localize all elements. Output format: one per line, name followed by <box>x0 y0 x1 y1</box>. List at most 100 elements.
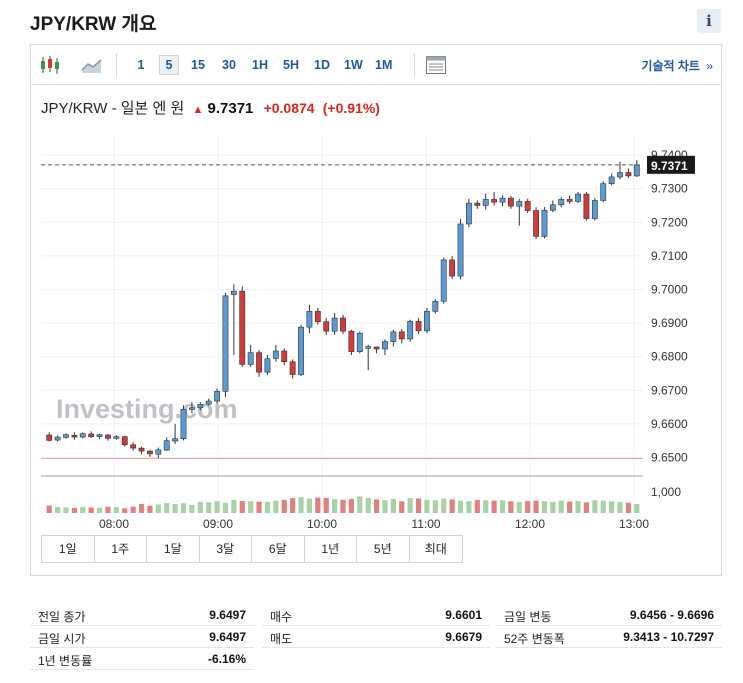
volume-bar <box>508 501 514 513</box>
volume-bar <box>441 498 447 513</box>
candle-body <box>138 447 145 452</box>
stat-value: 9.6456 - 9.6696 <box>629 608 714 622</box>
candle-body <box>298 326 304 375</box>
interval-1h[interactable]: 1H <box>252 58 268 72</box>
range-1w[interactable]: 1주 <box>94 536 147 562</box>
stat-label: 금일 시가 <box>38 632 86 646</box>
candle-body <box>188 407 195 410</box>
volume-bar <box>189 504 195 513</box>
last-price-tag-label: 9.7371 <box>651 159 688 173</box>
interval-1d[interactable]: 1D <box>314 58 330 72</box>
candle-body <box>147 450 153 455</box>
volume-bar <box>583 502 590 513</box>
candle-body <box>524 201 531 211</box>
stat-value: 9.6497 <box>209 630 246 644</box>
candle-body <box>633 164 640 177</box>
candle-body <box>466 202 472 225</box>
volume-bar <box>558 500 564 513</box>
range-1mo[interactable]: 1달 <box>147 536 200 562</box>
price-chart[interactable]: Investing.com9.74009.73009.72009.71009.7… <box>31 125 721 529</box>
volume-bar <box>373 499 380 513</box>
x-tick-label: 12:00 <box>515 517 545 529</box>
candle-body <box>617 172 623 178</box>
candle-body <box>482 199 489 206</box>
candle-body <box>323 321 330 332</box>
stats-column-2: 매수 9.6601 매도 9.6679 <box>262 604 490 648</box>
volume-bar <box>290 498 296 513</box>
last-price-tag <box>647 155 695 174</box>
range-1y[interactable]: 1년 <box>304 536 357 562</box>
volume-bar <box>155 504 161 513</box>
y-tick-label: 9.7300 <box>651 182 688 196</box>
range-1d[interactable]: 1일 <box>42 536 95 562</box>
candle-body <box>281 350 288 363</box>
stat-52w-range: 52주 변동폭 9.3413 - 10.7297 <box>496 626 722 648</box>
last-price: 9.7371 <box>207 100 254 117</box>
stats-column-1: 전일 종가 9.6497 금일 시가 9.6497 1년 변동률 -6.16% <box>30 604 254 670</box>
candle-body <box>348 330 355 352</box>
candle-body <box>155 449 162 455</box>
volume-bar <box>516 501 522 513</box>
candle-body <box>549 204 556 211</box>
y-tick-label: 9.6500 <box>651 451 688 465</box>
interval-1w[interactable]: 1W <box>344 58 363 72</box>
range-max[interactable]: 최대 <box>409 536 462 562</box>
range-6mo[interactable]: 6달 <box>252 536 305 562</box>
candle-body <box>575 193 581 202</box>
range-5y[interactable]: 5년 <box>357 536 410 562</box>
volume-bar <box>298 497 304 513</box>
y-tick-label: 9.7100 <box>651 249 688 263</box>
candle-body <box>63 434 69 438</box>
volume-bar <box>533 500 539 513</box>
candle-body <box>79 433 86 438</box>
interval-5[interactable]: 5 <box>159 55 179 75</box>
candle-body <box>440 259 447 302</box>
y-tick-label: 9.6900 <box>651 316 688 330</box>
candle-body <box>583 193 590 219</box>
stat-bid: 매수 9.6601 <box>262 604 490 626</box>
x-tick-label: 11:00 <box>411 517 440 529</box>
candle-body <box>449 259 456 277</box>
stat-value: -6.16% <box>207 652 246 666</box>
candle-body <box>600 183 607 201</box>
interval-1[interactable]: 1 <box>137 58 145 72</box>
candle-body <box>625 172 632 177</box>
price-change-percent: (+0.91%) <box>322 100 380 116</box>
range-3mo[interactable]: 3달 <box>199 536 252 562</box>
candle-body <box>382 341 388 350</box>
y-tick-label: 9.7200 <box>651 215 688 229</box>
candle-body <box>172 438 179 442</box>
volume-bar <box>222 502 229 513</box>
advanced-chart-link[interactable]: 기술적 차트 » <box>641 57 713 74</box>
volume-bar <box>449 499 455 513</box>
volume-bar <box>567 501 573 513</box>
chart-widget: 1 5 15 30 1H 5H 1D 1W 1M 기술적 차트 » JPY/KR… <box>30 44 722 576</box>
interval-1m[interactable]: 1M <box>375 58 393 72</box>
stat-ask: 매도 9.6679 <box>262 626 490 648</box>
x-tick-label: 09:00 <box>203 517 233 529</box>
volume-bar <box>340 499 346 513</box>
interval-30[interactable]: 30 <box>222 58 236 72</box>
volume-bar <box>206 502 212 513</box>
toolbar-divider <box>414 53 415 77</box>
stat-value: 9.6601 <box>445 608 482 622</box>
table-icon[interactable] <box>425 55 447 75</box>
interval-5h[interactable]: 5H <box>283 58 299 72</box>
area-chart-icon[interactable] <box>81 55 103 75</box>
candlestick-icon[interactable] <box>39 55 61 75</box>
candle-body <box>121 436 128 446</box>
volume-bar <box>457 500 464 513</box>
volume-bar <box>88 507 94 513</box>
stat-prev-close: 전일 종가 9.6497 <box>30 604 254 626</box>
stat-label: 52주 변동폭 <box>504 632 565 646</box>
volume-bar <box>550 501 556 513</box>
chart-toolbar: 1 5 15 30 1H 5H 1D 1W 1M 기술적 차트 » <box>31 45 721 85</box>
page-title: JPY/KRW 개요 <box>30 14 157 35</box>
volume-bar <box>407 498 413 513</box>
info-icon[interactable]: i <box>697 9 721 33</box>
volume-bar <box>541 501 548 513</box>
y-tick-label: 9.6700 <box>651 383 688 397</box>
interval-15[interactable]: 15 <box>191 58 205 72</box>
candle-body <box>247 352 254 365</box>
range-selector: 1일 1주 1달 3달 6달 1년 5년 최대 <box>41 535 463 563</box>
